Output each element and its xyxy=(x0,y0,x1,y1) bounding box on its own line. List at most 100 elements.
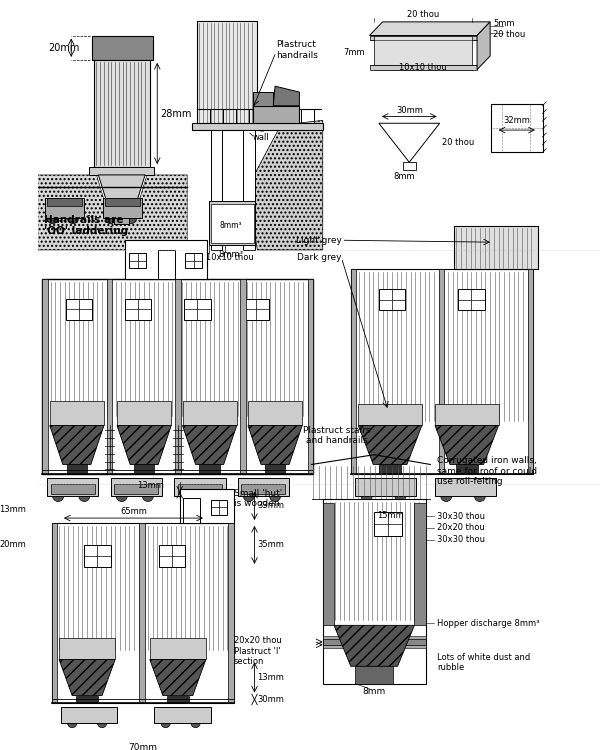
Bar xyxy=(50,484,95,494)
Bar xyxy=(253,92,273,106)
Bar xyxy=(351,269,356,474)
Bar xyxy=(150,638,206,659)
Bar xyxy=(47,198,82,206)
Polygon shape xyxy=(117,425,171,464)
Circle shape xyxy=(361,490,373,502)
Circle shape xyxy=(142,490,154,502)
Bar xyxy=(110,478,162,496)
Bar xyxy=(211,500,227,515)
Bar xyxy=(159,545,185,567)
Text: 5mm: 5mm xyxy=(493,20,514,28)
Bar xyxy=(211,204,254,243)
Polygon shape xyxy=(374,35,472,70)
Bar xyxy=(105,198,140,206)
Circle shape xyxy=(67,718,77,728)
Bar xyxy=(52,523,57,704)
Text: 7mm: 7mm xyxy=(343,48,365,57)
Circle shape xyxy=(206,490,217,502)
Bar xyxy=(184,497,200,523)
Text: 20mm: 20mm xyxy=(48,43,79,52)
Polygon shape xyxy=(38,175,187,250)
Text: 13mm: 13mm xyxy=(257,674,284,682)
Bar xyxy=(50,401,104,425)
Text: Handrails are
'OO' laddering: Handrails are 'OO' laddering xyxy=(44,214,128,236)
Bar xyxy=(209,201,256,245)
Bar xyxy=(229,523,234,704)
Bar xyxy=(92,35,152,60)
Bar xyxy=(47,478,98,496)
Text: 13mm: 13mm xyxy=(137,482,164,490)
Text: 8mm: 8mm xyxy=(362,687,386,696)
Bar xyxy=(458,289,485,310)
Text: 8mm³: 8mm³ xyxy=(218,251,244,260)
Polygon shape xyxy=(435,425,499,464)
Text: 70mm: 70mm xyxy=(128,742,157,750)
Circle shape xyxy=(474,490,485,502)
Text: Lots of white dust and
rubble: Lots of white dust and rubble xyxy=(437,652,530,672)
Polygon shape xyxy=(248,425,302,464)
Bar xyxy=(94,60,150,167)
Bar xyxy=(45,198,85,217)
Polygon shape xyxy=(334,626,415,666)
Bar xyxy=(134,464,154,474)
Circle shape xyxy=(440,490,452,502)
Bar xyxy=(185,253,202,268)
Bar xyxy=(117,401,171,425)
Bar xyxy=(355,666,393,684)
Bar xyxy=(52,523,234,704)
Circle shape xyxy=(279,116,294,131)
Polygon shape xyxy=(150,659,206,695)
Circle shape xyxy=(53,490,64,502)
Bar xyxy=(67,464,87,474)
Bar xyxy=(323,639,425,645)
Bar xyxy=(243,298,269,320)
Bar xyxy=(323,499,425,684)
Bar xyxy=(435,404,499,425)
Text: Dark grey: Dark grey xyxy=(297,254,341,262)
Circle shape xyxy=(191,718,200,728)
Polygon shape xyxy=(273,86,299,106)
Bar xyxy=(103,198,142,217)
Bar xyxy=(178,484,222,494)
Polygon shape xyxy=(358,425,422,464)
Text: 65mm: 65mm xyxy=(121,507,148,516)
Bar xyxy=(211,130,222,250)
Text: Light grey: Light grey xyxy=(296,236,341,244)
Bar xyxy=(403,162,416,170)
Bar xyxy=(182,401,237,425)
Bar xyxy=(129,253,146,268)
Bar xyxy=(243,130,254,250)
Polygon shape xyxy=(370,35,477,40)
Text: 8mm: 8mm xyxy=(394,172,415,182)
Bar xyxy=(107,279,112,474)
Text: Plastruct stairs
and handrails: Plastruct stairs and handrails xyxy=(303,425,371,445)
Bar xyxy=(253,106,299,123)
Text: 20mm: 20mm xyxy=(0,540,26,549)
Polygon shape xyxy=(370,22,490,35)
Bar xyxy=(199,464,220,474)
Bar xyxy=(308,279,313,474)
Bar xyxy=(174,478,226,496)
Bar xyxy=(76,695,98,703)
Circle shape xyxy=(116,490,127,502)
Text: Plastruct 'I'
section: Plastruct 'I' section xyxy=(234,646,281,666)
Circle shape xyxy=(47,212,58,223)
Bar xyxy=(175,279,181,474)
Text: 20 thou: 20 thou xyxy=(407,10,439,19)
Text: 30mm: 30mm xyxy=(396,106,422,115)
Bar xyxy=(158,250,175,279)
Text: 8mm³: 8mm³ xyxy=(220,221,242,230)
Bar xyxy=(374,512,402,535)
Bar xyxy=(248,401,302,425)
Circle shape xyxy=(67,212,79,223)
Bar xyxy=(435,478,496,496)
Text: 35mm: 35mm xyxy=(257,540,284,549)
Text: 10x10 thou: 10x10 thou xyxy=(206,254,254,262)
Circle shape xyxy=(97,718,107,728)
Bar xyxy=(455,464,478,474)
Bar xyxy=(454,226,538,269)
Bar xyxy=(265,464,286,474)
Text: 20x20 thou: 20x20 thou xyxy=(437,524,485,532)
Circle shape xyxy=(269,490,281,502)
Circle shape xyxy=(395,490,406,502)
